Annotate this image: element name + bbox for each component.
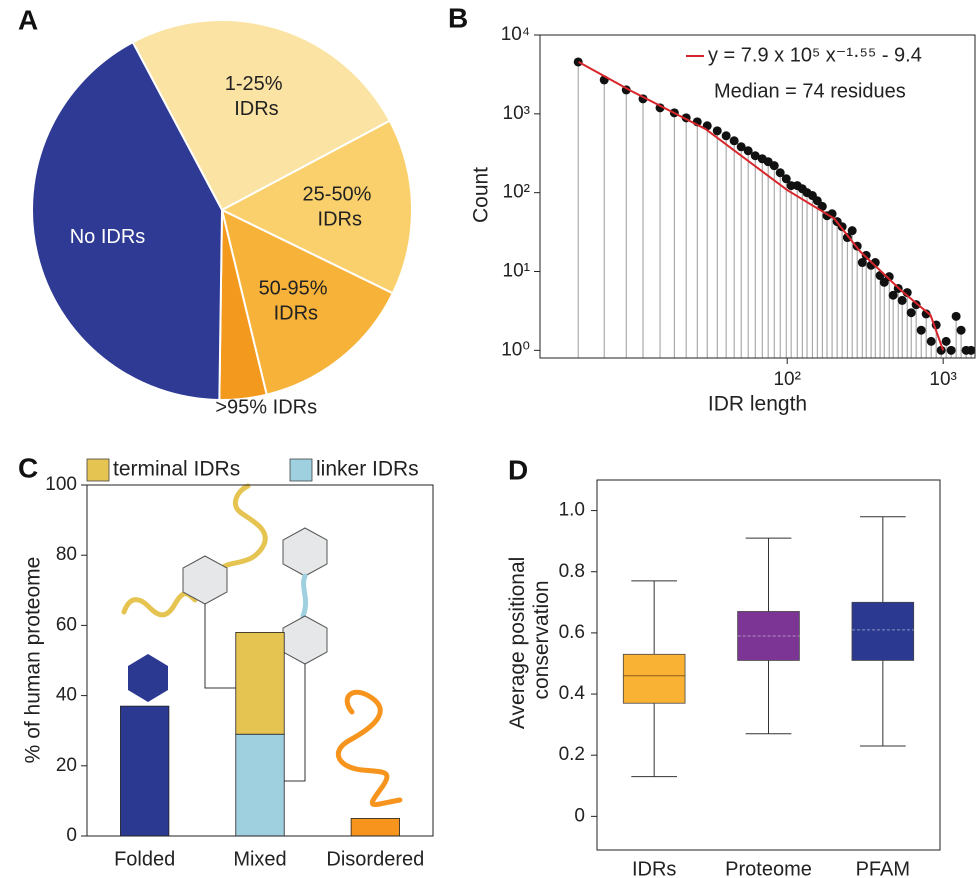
y-tick-label: 60	[56, 614, 77, 635]
annotation: Median = 74 residues	[714, 80, 906, 102]
x-tick-label: PFAM	[856, 858, 910, 878]
point	[906, 308, 916, 318]
y-tick-label: 0.4	[559, 683, 586, 704]
y-tick-label: 0	[574, 805, 585, 826]
panel-letter: B	[448, 2, 468, 33]
slice-label: 1-25% IDRs	[225, 73, 288, 120]
y-tick-label: 40	[56, 685, 77, 706]
point	[573, 57, 583, 67]
legend-swatch	[86, 458, 110, 482]
legend-label: y = 7.9 x 10⁵ x⁻¹·⁵⁵ - 9.4	[708, 44, 922, 66]
slice-label: 50-95% IDRs	[259, 278, 334, 325]
point	[936, 345, 946, 355]
point	[941, 336, 951, 346]
y-tick-label: 20	[56, 755, 77, 776]
pie-slice	[220, 208, 395, 396]
slice-label: 25-50% IDRs	[303, 184, 378, 231]
x-tick-label: 10³	[929, 369, 956, 390]
slice-label: >95% IDRs	[215, 397, 317, 419]
point	[721, 131, 731, 141]
bar-segment	[235, 733, 285, 837]
panel-letter: D	[508, 454, 528, 485]
legend-label: terminal IDRs	[113, 458, 240, 481]
y-tick-label: 10²	[503, 182, 530, 203]
x-tick-label: Proteome	[725, 858, 812, 878]
point	[729, 136, 739, 146]
box	[622, 653, 686, 704]
y-tick-label: 0	[66, 825, 77, 846]
point	[712, 126, 722, 136]
point	[966, 345, 976, 355]
point	[750, 151, 760, 161]
point	[847, 226, 857, 236]
point	[897, 295, 907, 305]
y-tick-label: 100	[45, 474, 77, 495]
box	[851, 601, 915, 661]
panel-letter: C	[18, 452, 38, 483]
y-tick-label: 80	[56, 544, 77, 565]
fit-line	[578, 61, 945, 351]
y-tick-label: 0.2	[559, 744, 585, 765]
pie-slice	[31, 40, 224, 401]
point	[884, 272, 894, 282]
x-tick-label: IDRs	[632, 858, 676, 878]
point	[769, 161, 779, 171]
point	[736, 142, 746, 152]
plot-frame	[86, 484, 434, 837]
y-axis-label: % of human proteome	[22, 557, 45, 764]
plot-frame	[596, 479, 941, 851]
y-tick-label: 10¹	[503, 261, 530, 282]
slice-label: No IDRs	[70, 226, 146, 248]
bar-segment	[235, 632, 285, 735]
y-tick-label: 0.6	[559, 622, 585, 643]
x-axis-label: IDR length	[708, 393, 807, 416]
y-tick-label: 10⁰	[501, 339, 530, 360]
point	[817, 201, 827, 211]
legend-label: linker IDRs	[316, 458, 419, 481]
x-tick-label: Folded	[114, 848, 175, 870]
bar	[350, 818, 400, 837]
y-axis-label: Count	[470, 167, 493, 223]
point	[775, 168, 785, 178]
point	[861, 250, 871, 260]
point	[857, 258, 867, 268]
y-tick-label: 0.8	[559, 561, 585, 582]
x-tick-label: Mixed	[233, 848, 286, 870]
y-tick-label: 1.0	[559, 500, 585, 521]
box	[737, 611, 800, 661]
bar	[120, 705, 170, 837]
point	[781, 174, 791, 184]
x-tick-label: Disordered	[326, 848, 424, 870]
legend-swatch	[289, 458, 313, 482]
plot-frame	[539, 34, 976, 359]
point	[956, 325, 966, 335]
y-tick-label: 10⁴	[501, 24, 530, 45]
y-axis-label: Average positional conservation	[506, 551, 553, 729]
y-tick-label: 10³	[503, 103, 530, 124]
point	[951, 311, 961, 321]
point	[888, 290, 898, 300]
point	[921, 309, 931, 319]
panel-letter: A	[18, 4, 38, 35]
point	[916, 325, 926, 335]
point	[946, 345, 956, 355]
point	[743, 146, 753, 156]
x-tick-label: 10²	[773, 369, 800, 390]
point	[926, 336, 936, 346]
pie-slice	[219, 119, 413, 295]
